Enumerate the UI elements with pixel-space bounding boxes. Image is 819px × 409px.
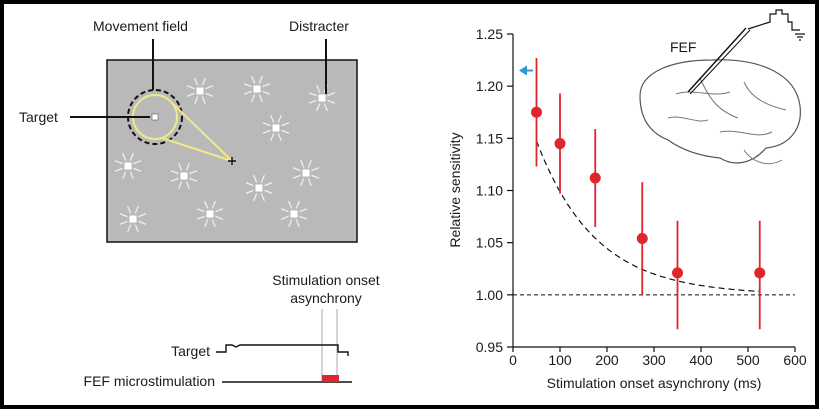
baseline-arrow-icon <box>519 65 533 76</box>
timeline-diagram: Stimulation onset asynchrony Target FEF … <box>84 272 380 389</box>
brain-sulci <box>667 77 787 136</box>
data-point <box>589 172 601 184</box>
movement-field-label: Movement field <box>93 18 188 34</box>
data-point <box>672 267 683 279</box>
y-tick-label: 1.05 <box>476 235 503 251</box>
data-point <box>531 106 542 118</box>
distracter <box>280 200 308 228</box>
axis-ticks: 0.95 1.00 1.05 1.10 1.15 1.20 1.25 0 100 200 300 40… <box>476 26 807 368</box>
brain-illustration: FEF <box>639 9 805 165</box>
target-label: Target <box>19 109 58 125</box>
target-stimulus <box>151 113 159 121</box>
movement-field-cone-bottom <box>161 137 233 162</box>
x-tick-label: 600 <box>783 352 807 368</box>
x-axis-label: Stimulation onset asynchrony (ms) <box>547 375 762 391</box>
brain-cerebellum <box>743 149 783 165</box>
y-tick-label: 1.00 <box>476 287 503 303</box>
distracter <box>243 75 271 103</box>
y-tick-label: 1.15 <box>476 130 503 146</box>
data-point <box>636 232 648 244</box>
distracter <box>262 114 290 142</box>
stim-onset-label-line2: asynchrony <box>290 290 362 306</box>
fixation-cross <box>228 157 236 165</box>
movement-field-cone-top <box>169 100 233 162</box>
electrode-shaft <box>687 27 747 93</box>
data-point <box>554 138 566 150</box>
sensitivity-chart: FEF 0.95 1.00 1.05 1.10 1.15 1.20 1.25 0 100 200 3… <box>447 9 807 391</box>
distracter <box>119 205 147 233</box>
timeline-target-label: Target <box>171 343 210 359</box>
x-tick-label: 0 <box>509 352 517 368</box>
y-tick-label: 1.20 <box>476 78 503 94</box>
distracter <box>170 162 198 190</box>
ground-icon <box>795 33 805 41</box>
y-tick-label: 0.95 <box>476 339 503 355</box>
distracter-group <box>114 75 336 233</box>
brain-fef-label: FEF <box>670 39 696 55</box>
fit-curve <box>535 140 760 292</box>
stimulator-wire <box>747 9 800 31</box>
stim-pulse <box>322 375 339 382</box>
stim-onset-label-line1: Stimulation onset <box>272 272 380 288</box>
distracter <box>292 159 320 187</box>
data-points <box>531 106 766 279</box>
timeline-fef-label: FEF microstimulation <box>84 373 215 389</box>
distracter <box>186 77 214 105</box>
distracter <box>196 200 224 228</box>
data-point <box>754 267 766 279</box>
distracter <box>245 174 273 202</box>
distracter-label: Distracter <box>289 18 349 34</box>
y-axis-label: Relative sensitivity <box>447 132 463 247</box>
x-tick-label: 400 <box>689 352 713 368</box>
electrode-shaft-2 <box>689 29 751 95</box>
visual-display-diagram: Movement field Distracter Target <box>19 18 358 243</box>
target-trace <box>216 344 349 356</box>
x-tick-label: 100 <box>548 352 572 368</box>
distracter <box>114 152 142 180</box>
x-tick-label: 500 <box>736 352 760 368</box>
brain-outline <box>639 59 801 164</box>
x-tick-label: 200 <box>595 352 619 368</box>
y-tick-label: 1.25 <box>476 26 503 42</box>
x-tick-label: 300 <box>642 352 666 368</box>
y-tick-label: 1.10 <box>476 183 503 199</box>
